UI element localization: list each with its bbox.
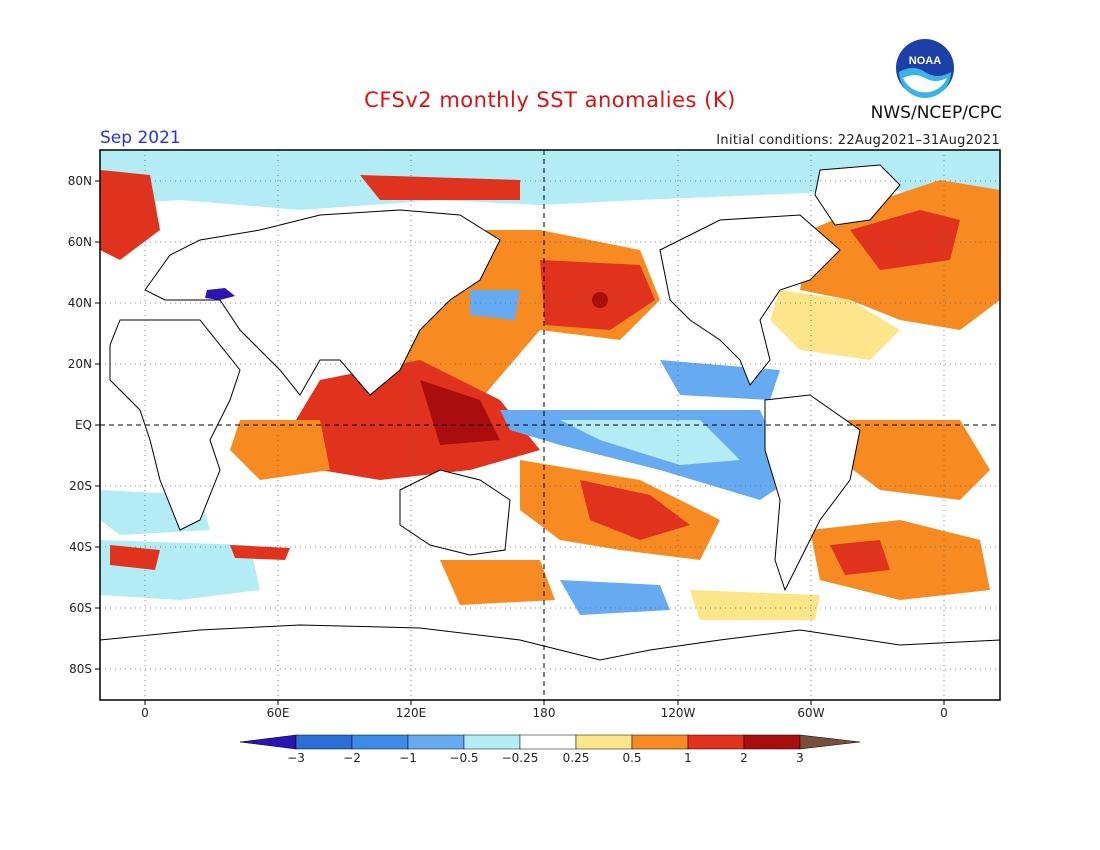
lat-label: 80S (69, 662, 92, 676)
lat-label: 60N (67, 235, 92, 249)
colorbar-label: −3 (287, 751, 305, 765)
north-atlantic-hot (850, 210, 960, 270)
lon-label: 0 (940, 706, 948, 720)
lat-label: 20N (67, 357, 92, 371)
colorbar-label: 1 (684, 751, 692, 765)
colorbar-bin (519, 734, 577, 750)
warm-pool-max (420, 380, 500, 445)
arctic-cool-anomaly (100, 150, 1000, 210)
colorbar-label: −0.25 (501, 751, 539, 765)
axis-ticks (95, 180, 945, 705)
colorbar-lower-triangle (239, 734, 297, 750)
north-america (659, 214, 841, 386)
chart-title: CFSv2 monthly SST anomalies (K) (364, 88, 736, 112)
drake-passage-mild (690, 590, 820, 620)
barents-warm (100, 170, 160, 260)
colorbar-bin (295, 734, 353, 750)
colorbar-label: 3 (796, 751, 804, 765)
forecast-month: Sep 2021 (100, 128, 181, 148)
lon-label: 120W (660, 706, 696, 720)
lon-label: 60E (266, 706, 290, 720)
colorbar-label: −1 (399, 751, 417, 765)
south-atlantic-hot (830, 540, 890, 575)
colorbar-bin (463, 734, 521, 750)
lat-label: EQ (74, 418, 92, 432)
south-america (764, 394, 861, 592)
caspian-sea-cool (205, 288, 235, 300)
colorbar-bin (575, 734, 633, 750)
australia (399, 469, 511, 556)
colorbar-bin (351, 734, 409, 750)
lon-label: 60W (797, 706, 825, 720)
indian-ocean-warm (230, 420, 330, 480)
south-pacific-hot (580, 480, 690, 540)
kuroshio-cool (470, 290, 520, 320)
initial-conditions: Initial conditions: 22Aug2021–31Aug2021 (716, 133, 1000, 148)
colorbar-label: 2 (740, 751, 748, 765)
eurasia (144, 209, 501, 396)
colorbar-bin (631, 734, 689, 750)
noaa-logo: NOAA (896, 39, 954, 98)
lat-label: 60S (69, 601, 92, 615)
lat-label: 80N (67, 174, 92, 188)
tropical-atlantic-warm (830, 420, 990, 500)
south-atlantic-warm (810, 520, 990, 600)
southern-warm-blob-1 (110, 545, 160, 570)
colorbar-bin (407, 734, 465, 750)
colorbar-label: 0.25 (562, 751, 590, 765)
logo-text: NOAA (909, 55, 941, 67)
lon-label: 0 (141, 706, 149, 720)
colorbar-label: 0.5 (622, 751, 642, 765)
colorbar-bin (743, 734, 801, 750)
colorbar-label: −2 (343, 751, 361, 765)
lon-label: 180 (532, 706, 556, 720)
southern-pacific-cool (560, 580, 670, 615)
southern-warm-band (440, 560, 555, 605)
north-pacific-max (592, 292, 608, 308)
colorbar (239, 734, 861, 750)
lat-label: 40N (67, 296, 92, 310)
lon-label: 120E (395, 706, 427, 720)
colorbar-label: −0.5 (449, 751, 479, 765)
lat-label: 40S (69, 540, 92, 554)
equatorial-pacific-cool (500, 410, 790, 500)
agency-label: NWS/NCEP/CPC (870, 103, 1002, 123)
lat-label: 20S (69, 479, 92, 493)
colorbar-upper-triangle (799, 734, 861, 750)
equatorial-pacific-light (560, 420, 740, 465)
colorbar-bin (687, 734, 745, 750)
gulf-stream-mild (770, 290, 900, 360)
southern-warm-blob-2 (230, 545, 290, 560)
greenland (814, 164, 901, 226)
maritime-continent-warm (290, 360, 540, 480)
anomaly-field (100, 150, 1000, 700)
antarctica (100, 624, 1000, 700)
